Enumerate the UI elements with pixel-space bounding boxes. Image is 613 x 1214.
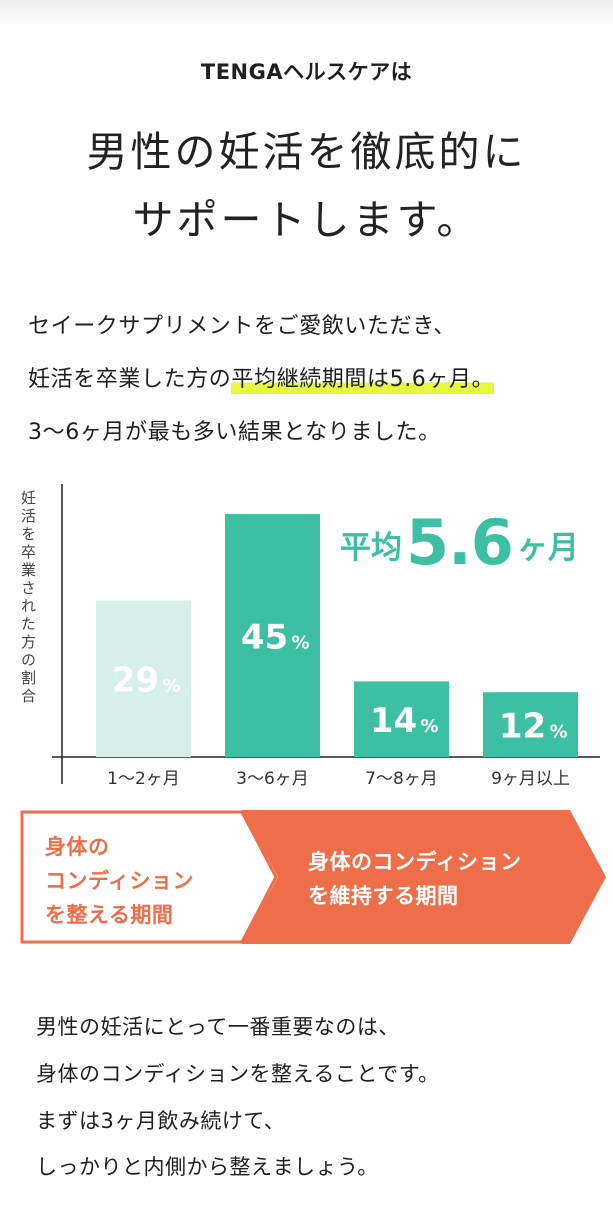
bar: [96, 600, 191, 757]
lead-line2: 妊活を卒業した方の平均継続期間は5.6ヶ月。: [28, 361, 495, 394]
bar-value-label: 12: [499, 707, 546, 747]
headline-line2: サポートします。: [132, 196, 481, 244]
phase-right-line2: を維持する期間: [308, 884, 459, 908]
x-tick-label: 7〜8ヶ月: [365, 769, 438, 789]
lead-highlight: 平均継続期間は5.6ヶ月。: [231, 367, 495, 394]
average-callout: 平均5.6 ヶ月: [340, 506, 579, 579]
body-line2: 身体のコンディションを整えることです。: [36, 1062, 440, 1086]
x-tick-label: 9ヶ月以上: [491, 769, 570, 789]
x-tick-label: 1〜2ヶ月: [107, 769, 180, 789]
phase-left-box: [20, 810, 278, 944]
phase-left-line3: を整える期間: [45, 903, 174, 927]
phase-left-text: 身体の コンディション を整える期間: [45, 830, 194, 932]
top-shadow: [0, 0, 613, 26]
bar: [354, 681, 449, 757]
lead-line3: 3〜6ヶ月が最も多い結果となりました。: [28, 420, 441, 445]
phase-right-arrow: [242, 810, 606, 944]
bar-value-label: 45: [241, 618, 288, 658]
bar: [225, 514, 320, 757]
bar-value-unit: %: [549, 722, 567, 743]
average-unit: ヶ月: [516, 530, 579, 566]
body-line3: まずは3ヶ月飲み続けて、: [36, 1109, 286, 1133]
phase-right-line1: 身体のコンディション: [308, 850, 522, 874]
average-value: 5.6: [406, 506, 514, 579]
bar-value-unit: %: [291, 633, 309, 654]
phase-band: [20, 810, 606, 944]
lead-line1: セイークサプリメントをご愛飲いただき、: [28, 314, 456, 339]
brand-line: TENGAヘルスケアは: [200, 60, 413, 84]
body-line1: 男性の妊活にとって一番重要なのは、: [36, 1015, 400, 1039]
lead-line2-prefix: 妊活を卒業した方の: [28, 367, 232, 392]
phase-right-text: 身体のコンディション を維持する期間: [308, 845, 522, 913]
bar-value-label: 14: [370, 701, 417, 741]
phase-left-line1: 身体の: [45, 835, 110, 859]
average-prefix: 平均: [340, 530, 402, 566]
headline-line1: 男性の妊活を徹底的に: [86, 128, 527, 176]
phase-left-line2: コンディション: [45, 869, 195, 893]
chart-ylabel: 妊活を卒業された方の割合: [19, 490, 37, 706]
body-line4: しっかりと内側から整えましょう。: [36, 1155, 379, 1179]
bar: [483, 692, 578, 757]
bar-value-unit: %: [420, 716, 438, 737]
bar-value-label: 29: [112, 661, 159, 701]
bar-chart: 妊活を卒業された方の割合 29% 1〜2ヶ月 45% 3〜6ヶ月 14% 7〜8ヶ月 12%…: [0, 470, 613, 800]
x-tick-label: 3〜6ヶ月: [236, 769, 309, 789]
bar-value-unit: %: [162, 676, 180, 697]
chart-plot: 29 % 1〜2ヶ月 45 % 3〜6ヶ月 14 % 7〜8ヶ月 12 % 9ヶ月以上: [52, 484, 600, 789]
